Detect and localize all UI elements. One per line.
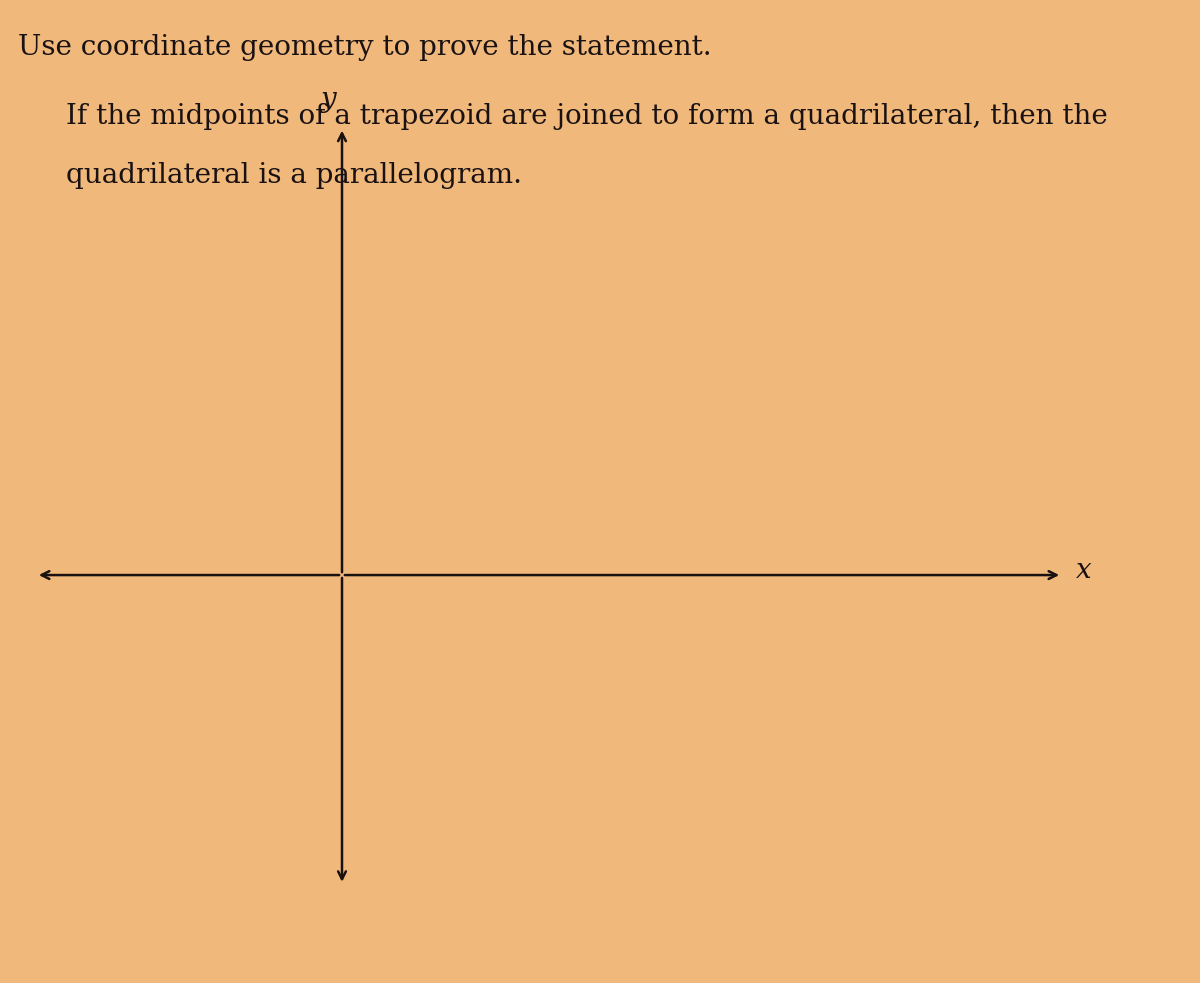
Text: x: x [1076, 556, 1092, 584]
Text: y: y [319, 87, 336, 113]
Text: If the midpoints of a trapezoid are joined to form a quadrilateral, then the: If the midpoints of a trapezoid are join… [66, 103, 1108, 130]
Text: quadrilateral is a parallelogram.: quadrilateral is a parallelogram. [66, 162, 522, 189]
Text: Use coordinate geometry to prove the statement.: Use coordinate geometry to prove the sta… [18, 34, 712, 61]
